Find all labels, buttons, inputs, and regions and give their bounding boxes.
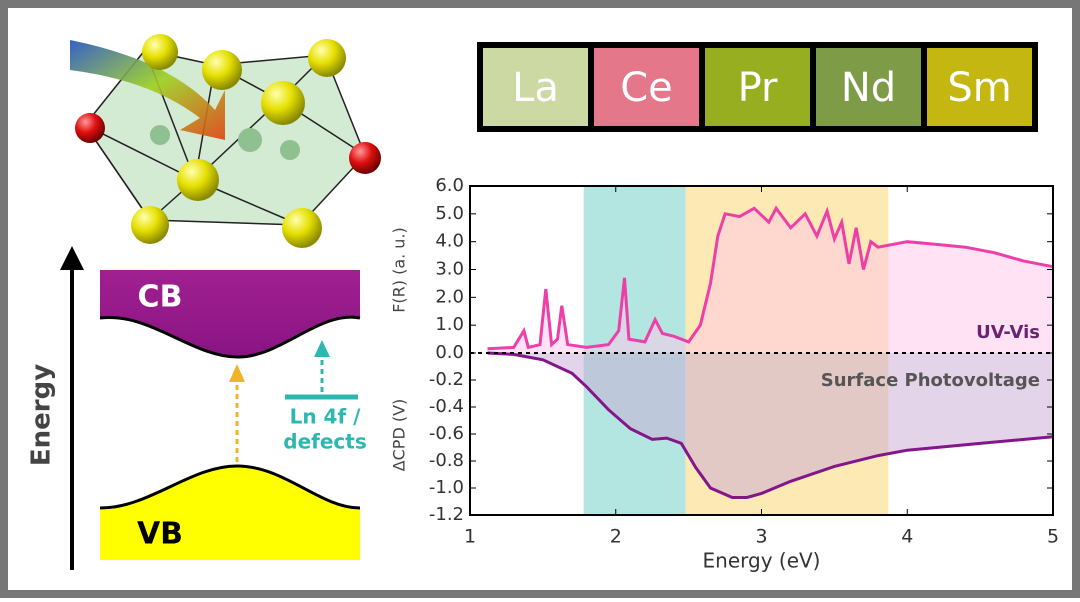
vb-label: VB — [137, 517, 183, 552]
y-tick-label: 4.0 — [435, 231, 464, 252]
area — [487, 208, 1053, 353]
y2-axis-label: ΔCPD (V) — [390, 399, 409, 472]
x-tick-label: 5 — [1047, 526, 1059, 548]
chart: 1 2 3 4 5 0.0 1.0 2.0 3.0 4.0 5.0 6.0 -0.2 -0.4 -0.6 -0… — [390, 175, 1060, 573]
y-tick-label: -0.2 — [429, 369, 464, 390]
line — [487, 351, 1054, 499]
y-tick-label: -0.8 — [429, 450, 464, 471]
cb-label: CB — [138, 280, 183, 315]
x-tick-label: 2 — [610, 526, 622, 548]
series-label: UV-Vis — [976, 322, 1040, 343]
element-boxes: La Ce Pr Nd Sm — [477, 42, 1038, 132]
y-tick-label: -0.4 — [429, 396, 464, 417]
x-tick-label: 4 — [901, 526, 913, 548]
crystal — [70, 34, 381, 248]
element-box — [927, 48, 1032, 126]
element-label: Nd — [841, 65, 896, 111]
line — [487, 205, 1054, 351]
element-box — [816, 48, 921, 126]
y-tick-label: 3.0 — [435, 259, 464, 280]
x-axis-label: Energy (eV) — [703, 549, 821, 573]
energy-axis-label: Energy — [27, 364, 57, 466]
element-box — [705, 48, 810, 126]
element-box — [594, 48, 699, 126]
element-label: Sm — [947, 65, 1011, 111]
series-label: Surface Photovoltage — [821, 370, 1040, 391]
y-tick-label: 2.0 — [435, 286, 464, 307]
y-tick-label: -1.0 — [429, 477, 464, 498]
band-diagram: Energy CB VB Ln 4f / defects — [27, 246, 367, 570]
y-axis-label: F(R) (a. u.) — [390, 227, 409, 313]
element-box — [483, 48, 588, 126]
level-label: defects — [283, 430, 366, 454]
element-label: La — [512, 65, 559, 111]
element-label: Ce — [620, 65, 673, 111]
level-label: Ln 4f / — [290, 405, 362, 429]
y-tick-label: 6.0 — [435, 175, 464, 196]
area — [487, 353, 1053, 498]
element-label: Pr — [738, 65, 778, 111]
y-tick-label: 5.0 — [435, 203, 464, 224]
x-tick-label: 1 — [464, 526, 476, 548]
y-tick-label: -0.6 — [429, 423, 464, 444]
y-tick-label: -1.2 — [429, 504, 464, 525]
y-tick-label: 0.0 — [435, 342, 464, 363]
y-tick-label: 1.0 — [435, 314, 464, 335]
x-tick-label: 3 — [755, 526, 767, 548]
